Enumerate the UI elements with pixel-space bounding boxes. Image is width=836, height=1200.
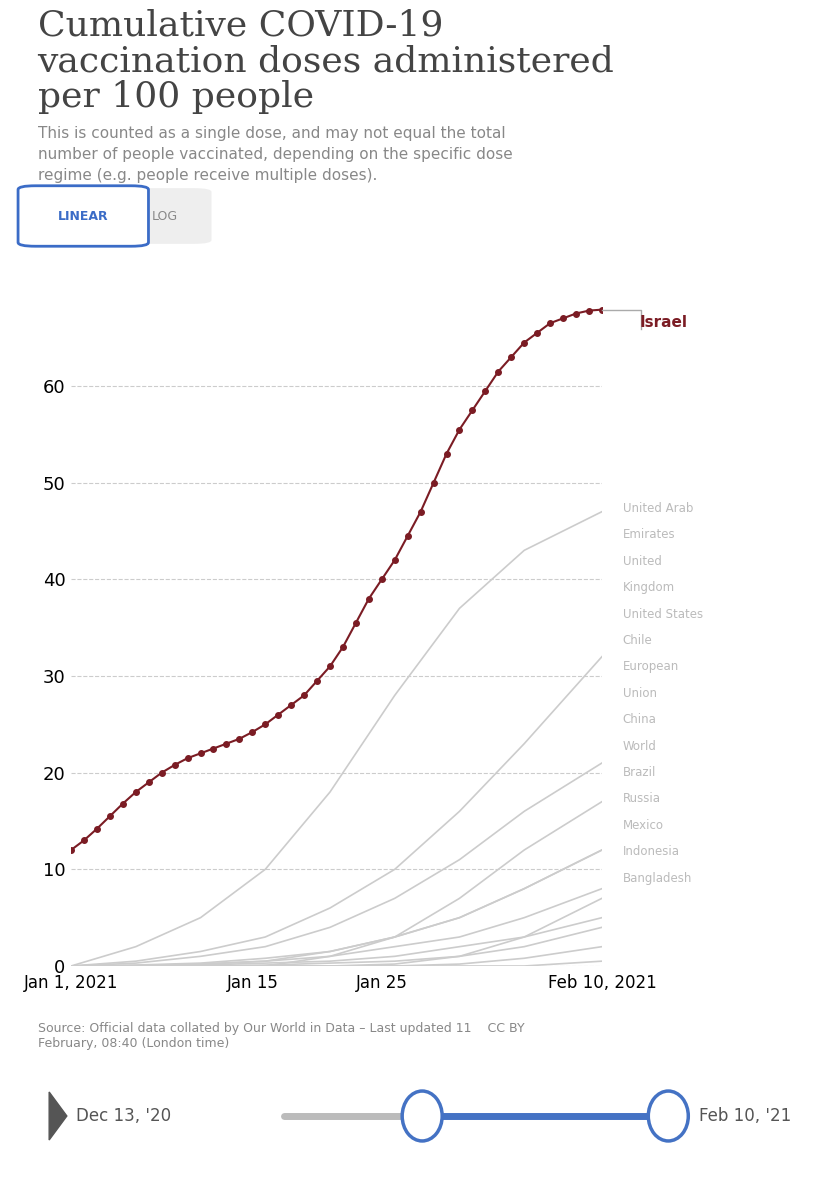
Point [298,685,311,704]
Text: Kingdom: Kingdom [623,581,675,594]
Text: per 100 people: per 100 people [38,80,314,114]
Point [505,348,518,367]
Text: United: United [623,554,662,568]
Point [129,782,142,802]
Point [414,502,427,521]
Point [440,444,453,463]
Text: in Data: in Data [687,55,755,73]
Point [336,637,349,656]
Point [206,739,220,758]
Text: Dec 13, '20: Dec 13, '20 [76,1106,171,1126]
Point [168,755,181,774]
Point [569,304,583,323]
Text: Our World: Our World [674,23,768,41]
Text: Mexico: Mexico [623,818,664,832]
Text: Israel: Israel [640,316,687,330]
Text: Source: Official data collated by Our World in Data – Last updated 11    CC BY
F: Source: Official data collated by Our Wo… [38,1022,524,1050]
Ellipse shape [402,1091,442,1141]
Point [324,656,337,676]
Point [103,806,116,826]
Point [595,300,609,319]
Polygon shape [49,1092,67,1140]
Point [543,313,557,332]
Point [492,362,505,382]
Point [517,332,531,352]
Text: Union: Union [623,686,657,700]
Text: Bangladesh: Bangladesh [623,871,692,884]
Text: LOG: LOG [151,210,178,222]
Point [388,551,401,570]
Point [116,794,130,814]
Text: World: World [623,739,657,752]
Point [77,830,90,850]
Text: Feb 10, '21: Feb 10, '21 [699,1106,792,1126]
Point [155,763,168,782]
Point [232,730,246,749]
Point [194,744,207,763]
FancyBboxPatch shape [18,186,149,246]
Point [258,715,272,734]
Point [90,820,104,839]
Text: United Arab: United Arab [623,502,693,515]
Text: Cumulative COVID-19: Cumulative COVID-19 [38,8,443,42]
Point [557,308,570,328]
Point [453,420,466,439]
Point [375,570,389,589]
Text: European: European [623,660,679,673]
Text: Indonesia: Indonesia [623,845,680,858]
Point [284,696,298,715]
Point [349,613,363,632]
Point [427,473,441,492]
Point [272,706,285,725]
Ellipse shape [648,1091,688,1141]
Text: vaccination doses administered: vaccination doses administered [38,44,614,78]
Point [479,382,492,401]
Point [583,301,596,320]
Point [246,722,259,742]
Point [181,749,194,768]
Point [401,527,415,546]
Point [466,401,479,420]
Text: Russia: Russia [623,792,660,805]
Text: United States: United States [623,607,703,620]
Point [531,323,544,342]
Text: Chile: Chile [623,634,653,647]
Point [310,671,324,690]
Text: Emirates: Emirates [623,528,675,541]
Text: This is counted as a single dose, and may not equal the total
number of people v: This is counted as a single dose, and ma… [38,126,512,182]
FancyBboxPatch shape [20,188,212,244]
Point [64,840,78,859]
Text: LINEAR: LINEAR [58,210,109,222]
Text: China: China [623,713,657,726]
Text: Brazil: Brazil [623,766,656,779]
Point [362,589,375,608]
Point [220,734,233,754]
Point [142,773,155,792]
